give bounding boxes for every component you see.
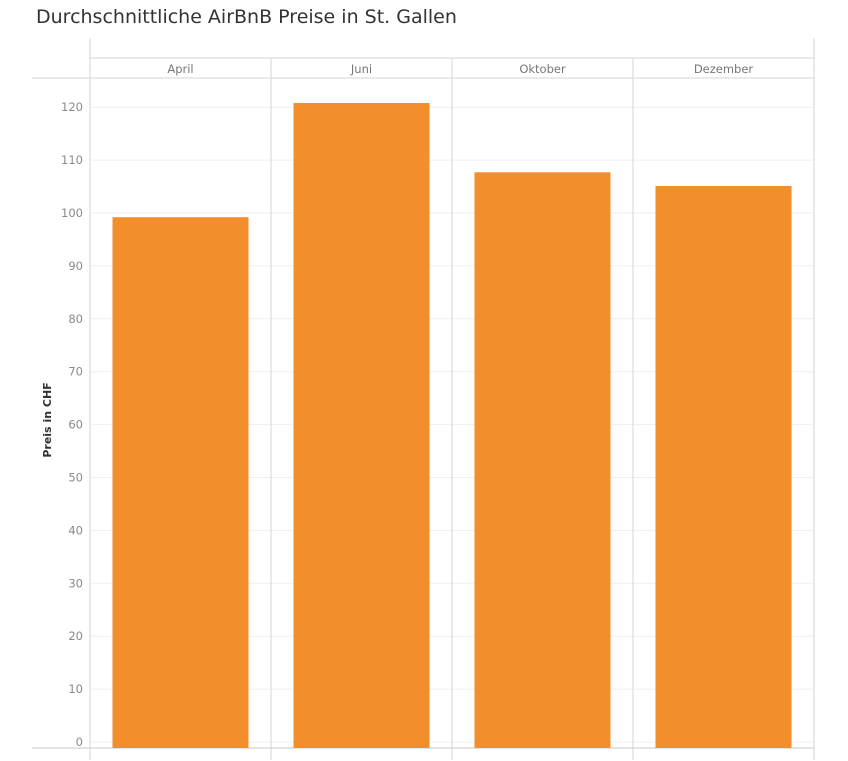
y-tick-70: 70 <box>68 365 83 379</box>
y-tick-50: 50 <box>68 471 83 485</box>
column-label-april: April <box>167 62 193 76</box>
y-tick-10: 10 <box>68 682 83 696</box>
bars <box>112 102 792 749</box>
y-tick-80: 80 <box>68 312 83 326</box>
y-tick-100: 100 <box>61 206 83 220</box>
bar-dezember[interactable] <box>655 186 792 748</box>
column-label-oktober: Oktober <box>519 62 566 76</box>
y-axis-ticks: 0 10 20 30 40 50 60 70 80 90 100 110 120 <box>61 100 83 749</box>
column-label-dezember: Dezember <box>694 62 754 76</box>
y-tick-90: 90 <box>68 259 83 273</box>
y-tick-30: 30 <box>68 576 83 590</box>
column-headers: April Juni Oktober Dezember <box>167 62 753 76</box>
bar-juni[interactable] <box>293 102 430 748</box>
y-tick-0: 0 <box>76 735 83 749</box>
chart-title: Durchschnittliche AirBnB Preise in St. G… <box>36 6 457 28</box>
y-tick-110: 110 <box>61 153 83 167</box>
y-tick-120: 120 <box>61 100 83 114</box>
bar-oktober[interactable] <box>474 172 611 749</box>
column-label-juni: Juni <box>350 62 372 76</box>
y-tick-60: 60 <box>68 418 83 432</box>
y-tick-40: 40 <box>68 523 83 537</box>
y-axis-title: Preis in CHF <box>41 382 54 457</box>
bar-april[interactable] <box>112 217 249 748</box>
y-tick-20: 20 <box>68 629 83 643</box>
